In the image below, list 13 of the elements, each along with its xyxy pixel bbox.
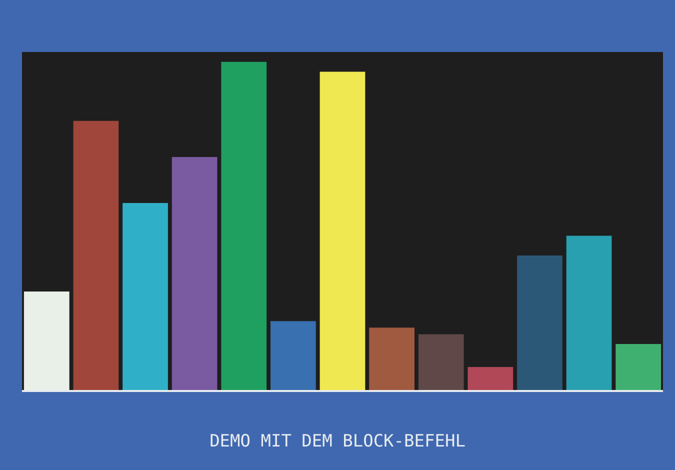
text: DEMO MIT DEM BLOCK-BEFEHL: [210, 432, 466, 452]
bar: [270, 321, 316, 390]
bar: [172, 157, 218, 390]
bar: [73, 120, 119, 390]
bar: [517, 255, 562, 390]
bar: [616, 344, 662, 390]
bar: [221, 62, 267, 390]
bar: [468, 367, 514, 390]
bar: [566, 236, 612, 390]
bar: [418, 334, 464, 390]
bar: [320, 72, 366, 390]
bar: [122, 202, 168, 390]
bar: [369, 328, 414, 390]
